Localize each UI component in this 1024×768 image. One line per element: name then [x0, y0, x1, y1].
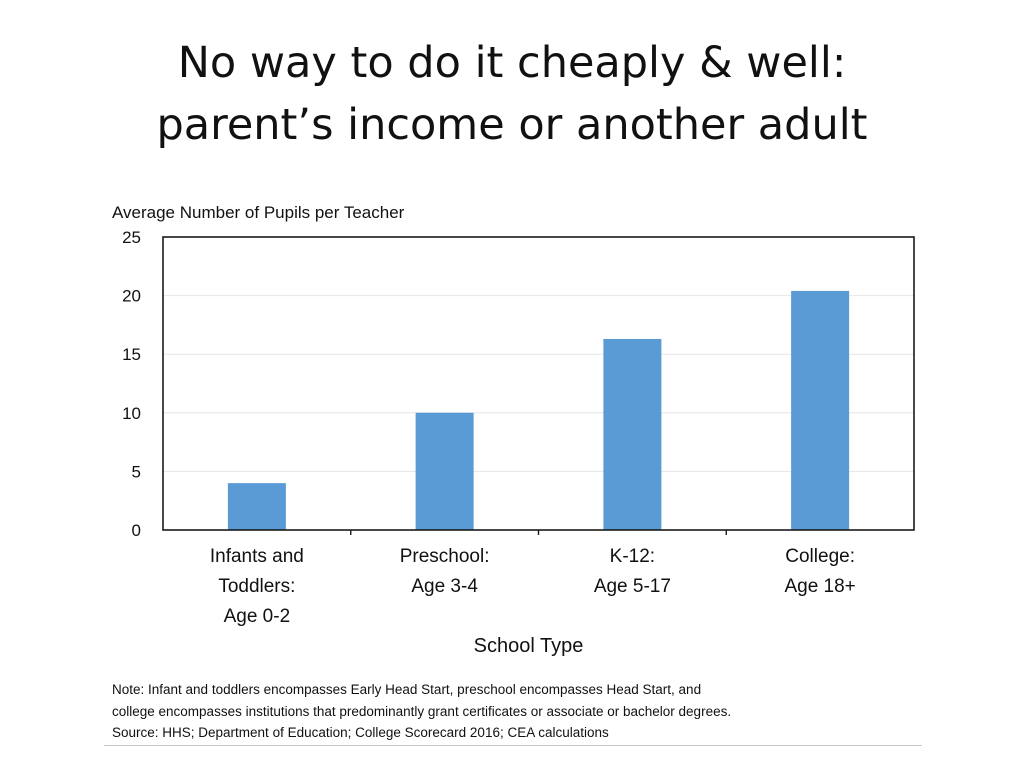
y-tick-label: 25 — [122, 228, 141, 247]
x-tick-label-line: Age 0-2 — [224, 606, 291, 627]
note-line-2: college encompasses institutions that pr… — [112, 703, 732, 719]
x-tick-label-2: Preschool: Age 3-4 — [400, 546, 490, 597]
chart-notes: Note: Infant and toddlers encompasses Ea… — [112, 679, 922, 744]
y-tick-label: 20 — [122, 287, 141, 306]
note-line-1: Note: Infant and toddlers encompasses Ea… — [112, 682, 702, 697]
x-tick-label-3: K-12: Age 5-17 — [594, 546, 671, 597]
slide-title-line-1: No way to do it cheaply & well: — [177, 38, 847, 88]
bar-2 — [415, 412, 474, 530]
y-tick-label: 0 — [132, 521, 141, 540]
y-tick-label: 10 — [122, 404, 141, 423]
source-line: Source: HHS; Department of Education; Co… — [112, 725, 609, 740]
x-tick-label-4: College: Age 18+ — [784, 546, 855, 597]
bottom-divider — [104, 745, 922, 746]
x-tick-label-line: Toddlers: — [218, 576, 295, 597]
x-tick-label-line: Age 18+ — [784, 576, 855, 597]
bar-4 — [791, 290, 850, 530]
x-tick-label-line: College: — [785, 546, 855, 567]
x-tick-label-line: Infants and — [210, 546, 304, 567]
x-tick-label-line: Age 5-17 — [594, 576, 671, 597]
y-tick-label: 15 — [122, 345, 141, 364]
x-axis-label: School Type — [474, 635, 584, 657]
bar-3 — [603, 338, 662, 530]
slide-title-line-2: parent’s income or another adult — [156, 100, 868, 150]
y-axis-label: Average Number of Pupils per Teacher — [112, 203, 405, 222]
y-tick-label: 5 — [132, 462, 141, 481]
x-tick-label-line: K-12: — [610, 546, 655, 567]
x-tick-label-1: Infants and Toddlers: Age 0-2 — [210, 546, 304, 627]
x-tick-label-line: Preschool: — [400, 546, 490, 567]
slide-title: No way to do it cheaply & well: parent’s… — [0, 32, 1024, 156]
x-tick-label-line: Age 3-4 — [411, 576, 478, 597]
bar-1 — [227, 483, 286, 530]
